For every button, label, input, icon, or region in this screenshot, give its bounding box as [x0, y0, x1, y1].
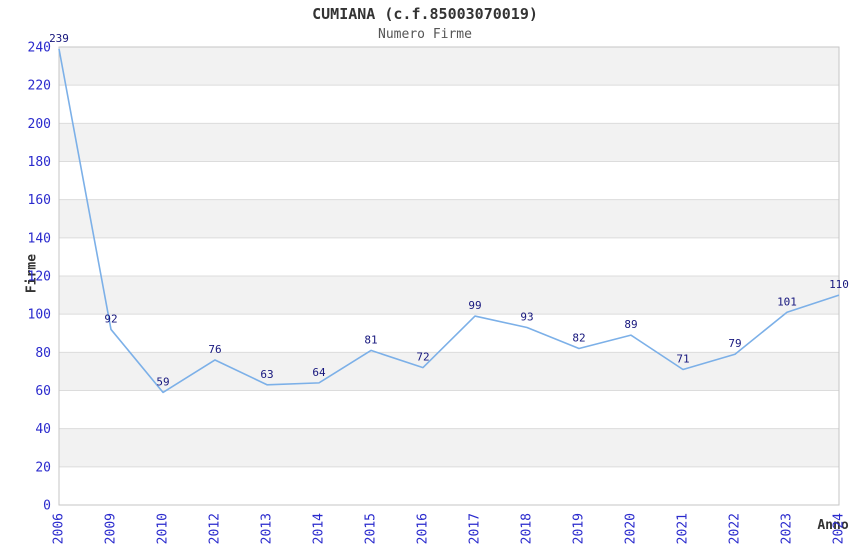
x-tick-label: 2019: [572, 513, 587, 544]
chart-subtitle: Numero Firme: [378, 27, 472, 42]
y-tick-label: 220: [28, 79, 51, 94]
plot-band: [59, 276, 839, 315]
plot-border: [58, 46, 840, 506]
x-tick-label: 2021: [676, 513, 691, 544]
y-tick-label: 240: [28, 41, 51, 56]
plot-band: [59, 314, 839, 353]
plot-band: [59, 85, 839, 124]
data-label: 72: [416, 351, 429, 364]
y-tick-label: 20: [35, 460, 51, 475]
y-tick-label: 200: [28, 117, 51, 132]
plot-band: [59, 390, 839, 429]
data-label: 59: [156, 375, 169, 388]
data-label: 76: [208, 343, 221, 356]
y-tick-label: 60: [35, 384, 51, 399]
plot-band: [59, 161, 839, 200]
x-tick-label: 2022: [728, 513, 743, 544]
data-label: 89: [624, 318, 637, 331]
plot-band: [59, 47, 839, 86]
x-tick-label: 2006: [52, 513, 67, 544]
data-label: 79: [728, 337, 741, 350]
x-tick-label: 2009: [104, 513, 119, 544]
data-label: 63: [260, 368, 273, 381]
data-line: [58, 48, 840, 394]
plot-band: [59, 466, 839, 505]
x-tick-label: 2017: [468, 513, 483, 544]
x-tick-label: 2010: [156, 513, 171, 544]
data-label: 110: [829, 278, 849, 291]
x-tick-label: 2016: [416, 513, 431, 544]
x-tick-label: 2013: [260, 513, 275, 544]
data-label: 93: [520, 311, 533, 324]
x-tick-label: 2020: [624, 513, 639, 544]
x-axis-title: Anno: [817, 518, 849, 533]
data-label: 82: [572, 332, 585, 345]
x-tick-label: 2012: [208, 513, 223, 544]
x-tick-label: 2018: [520, 513, 535, 544]
plot-band: [59, 199, 839, 238]
x-tick-label: 2024: [832, 513, 847, 544]
y-tick-label: 180: [28, 155, 51, 170]
plot-band: [59, 237, 839, 276]
y-tick-label: 100: [28, 308, 51, 323]
x-tick-label: 2014: [312, 513, 327, 544]
data-label: 71: [676, 353, 689, 366]
data-label: 101: [777, 295, 797, 308]
data-label: 81: [364, 333, 377, 346]
data-label: 239: [49, 32, 69, 45]
y-tick-label: 0: [43, 499, 51, 514]
plot-band: [59, 428, 839, 467]
data-label: 99: [468, 299, 481, 312]
data-label: 92: [104, 312, 117, 325]
y-tick-label: 160: [28, 193, 51, 208]
y-tick-label: 120: [28, 270, 51, 285]
x-tick-label: 2023: [780, 513, 795, 544]
data-label: 64: [312, 366, 326, 379]
y-tick-label: 140: [28, 231, 51, 246]
plot-band: [59, 123, 839, 162]
y-tick-label: 40: [35, 422, 51, 437]
plot-band: [59, 352, 839, 391]
chart-title: CUMIANA (c.f.85003070019): [312, 5, 538, 23]
x-tick-label: 2015: [364, 513, 379, 544]
y-tick-label: 80: [35, 346, 51, 361]
